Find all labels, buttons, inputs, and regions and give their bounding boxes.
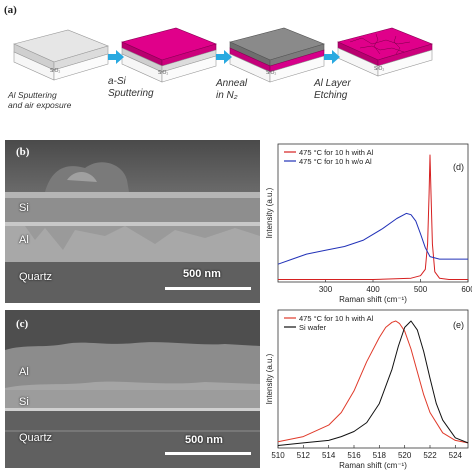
chart-e-xtick-label: 516 [347,451,361,460]
sem-c-label-al: Al [19,366,29,378]
chart-d-xlabel: Raman shift (cm⁻¹) [339,295,407,304]
chart-e-legend-label-0: 475 °C for 10 h with Al [299,314,374,323]
sem-b-label-quartz: Quartz [19,271,53,283]
chart-e-xlabel: Raman shift (cm⁻¹) [339,461,407,470]
chart-d-legend-label-1: 475 °C for 10 h w/o Al [299,157,372,166]
block-tag-4: SiO₂ [374,66,385,72]
block-a-si [121,27,217,83]
sem-image-c: Al Si Quartz 500 nm [5,310,260,468]
chart-e-series-line-1 [277,320,469,446]
chart-d-xtick-label: 400 [366,285,380,294]
chart-e-xtick-label: 510 [271,451,285,460]
sem-b-label-al: Al [19,234,29,246]
block-tag-2: SiO₂ [158,70,169,76]
step-label-1: Al Sputtering and air exposure [8,90,72,110]
panel-b-letter: (b) [16,146,30,158]
sem-image-b: Si Al Quartz 500 nm [5,140,260,303]
chart-d-plot-area [277,143,469,283]
chart-d-series-line-0 [278,154,468,280]
chart-e-plot-area [277,309,469,449]
chart-e-legend-label-1: Si wafer [299,323,327,332]
chart-e-xtick-label: 522 [423,451,437,460]
process-schematic [13,27,433,83]
panel-c-letter: (c) [16,318,29,330]
sem-c-label-si: Si [19,396,29,408]
raman-chart-e: 510 512 514 516 518 520 522 524 Raman shift (cm⁻… [265,309,469,470]
chart-e-series-line-0 [277,320,469,444]
chart-d-ylabel: Intensity (a.u.) [265,187,274,238]
step-label-4: Al Layer Etching [314,78,351,101]
chart-e-xtick-label: 520 [398,451,412,460]
block-tag-1: SiO₂ [50,68,61,74]
sem-c-label-quartz: Quartz [19,432,53,444]
chart-d-series-line-1 [277,212,468,265]
chart-d-xtick-label: 600 [461,285,472,294]
chart-d-legend-label-0: 475 °C for 10 h with Al [299,148,374,157]
chart-e-xtick-label: 514 [322,451,336,460]
chart-d-xtick-label: 500 [414,285,428,294]
block-tag-3: SiO₂ [266,70,277,76]
step-label-2: a-Si Sputtering [108,76,154,99]
arrow-3-icon [324,50,340,64]
sem-c-scalebar-label: 500 nm [185,434,223,446]
block-al-sputter [13,29,109,81]
sem-c-scalebar [165,452,251,455]
sem-b-scalebar [165,287,251,290]
chart-e-panel-letter: (e) [453,320,464,330]
sem-b-label-si: Si [19,202,29,214]
chart-e-xtick-label: 512 [297,451,311,460]
block-etched [337,27,433,77]
chart-e-ylabel: Intensity (a.u.) [265,353,274,404]
sem-b-scalebar-label: 500 nm [183,268,221,280]
chart-e-xtick-label: 524 [449,451,463,460]
step-label-3: Anneal in N₂ [216,78,248,101]
chart-e-xtick-label: 518 [373,451,387,460]
arrow-2-icon [216,50,232,64]
panel-a-letter: (a) [4,4,17,16]
chart-d-panel-letter: (d) [453,162,464,172]
block-anneal [229,27,325,83]
arrow-1-icon [108,50,124,64]
raman-chart-d: 300 400 500 600 Raman shift (cm⁻¹) Intensity … [265,143,472,304]
chart-d-xtick-label: 300 [319,285,333,294]
